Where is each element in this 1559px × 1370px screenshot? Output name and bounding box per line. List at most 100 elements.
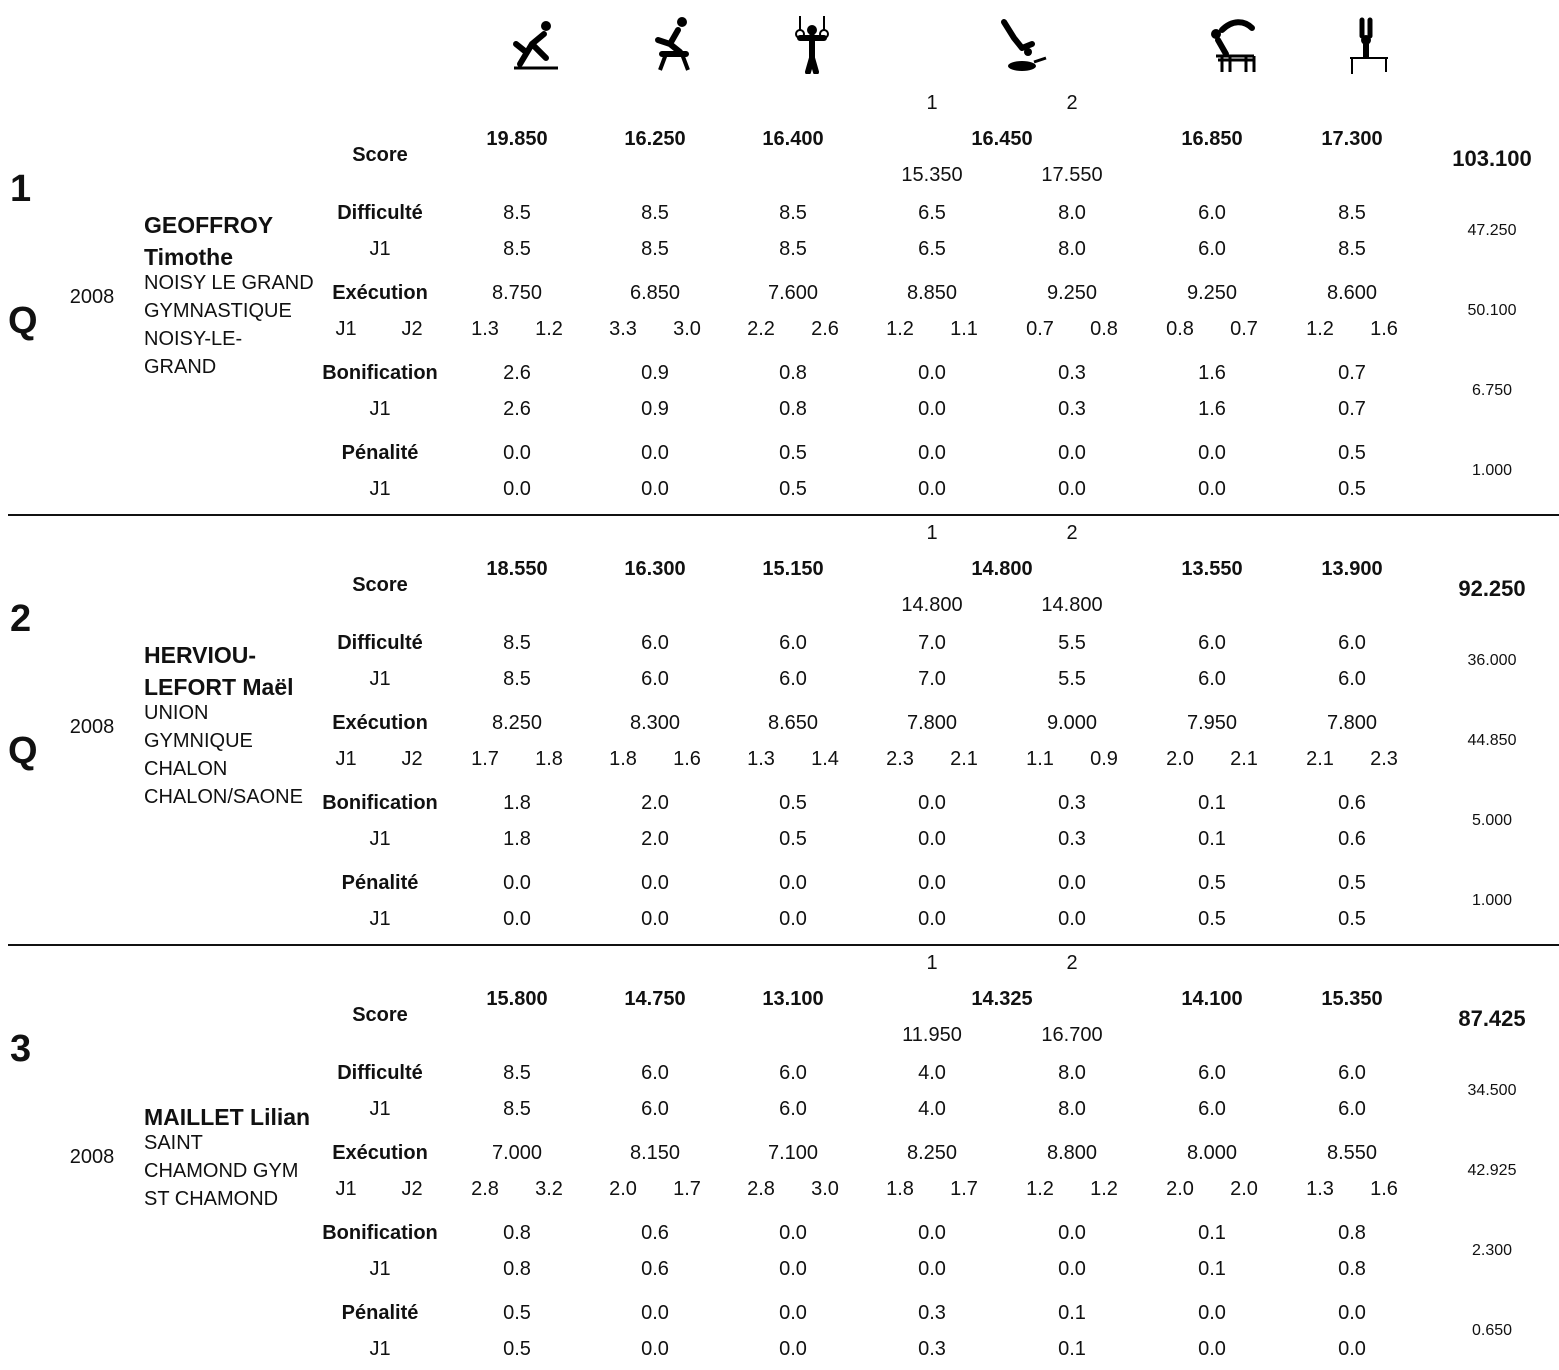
penalty-judge-value: 0.0 <box>641 478 669 500</box>
difficulty-judge-value: 6.0 <box>779 1098 807 1120</box>
bonus-value: 0.3 <box>1058 362 1086 384</box>
rank: 1 <box>10 168 32 210</box>
bonus-value: 1.8 <box>503 792 531 814</box>
execution-judge-value: 3.0 <box>811 1178 839 1200</box>
bonus-judge-value: 0.9 <box>641 398 669 420</box>
club-name: NOISY LE GRAND <box>144 272 314 294</box>
penalty-total: 0.650 <box>1471 1322 1513 1339</box>
execution-judge-value: 1.8 <box>609 748 637 770</box>
penalty-judge-value: 0.0 <box>779 1338 807 1360</box>
execution-judge-value: 2.3 <box>1370 748 1398 770</box>
execution-label: Exécution <box>332 1142 428 1164</box>
execution-value: 8.850 <box>906 282 958 304</box>
score-label: Score <box>352 574 408 596</box>
execution-label: Exécution <box>332 282 428 304</box>
vault-attempt-score: 11.950 <box>902 1024 962 1046</box>
penalty-judge-value: 0.0 <box>918 908 946 930</box>
penalty-judge-value: 0.3 <box>918 1338 946 1360</box>
apparatus-score: 13.900 <box>1321 558 1383 580</box>
apparatus-score: 17.300 <box>1321 128 1383 150</box>
vault-attempt-1-label: 1 <box>926 952 938 974</box>
athlete-name: Timothe <box>144 244 234 270</box>
penalty-value: 0.0 <box>779 872 807 894</box>
penalty-value: 0.5 <box>1198 872 1226 894</box>
execution-value: 7.600 <box>767 282 819 304</box>
execution-value: 8.550 <box>1326 1142 1378 1164</box>
penalty-label: Pénalité <box>341 872 419 894</box>
penalty-value: 0.0 <box>779 1302 807 1324</box>
difficulty-value: 6.5 <box>918 202 946 224</box>
bonus-judge-value: 0.0 <box>1058 1258 1086 1280</box>
judge-label: J1 <box>335 318 357 340</box>
difficulty-judge-value: 6.0 <box>1198 1098 1226 1120</box>
penalty-judge-value: 0.0 <box>779 908 807 930</box>
club-name: ST CHAMOND <box>144 1188 279 1210</box>
judge-label: J1 <box>369 908 391 930</box>
vault-attempt-score: 15.350 <box>901 164 963 186</box>
penalty-value: 0.0 <box>503 442 531 464</box>
vault-attempt-1-label: 1 <box>926 92 938 114</box>
execution-total: 42.925 <box>1467 1162 1517 1179</box>
difficulty-judge-value: 6.0 <box>641 1098 669 1120</box>
difficulty-value: 4.0 <box>918 1062 946 1084</box>
high-bar-icon <box>1340 14 1400 74</box>
execution-judge-value: 2.8 <box>747 1178 775 1200</box>
bonus-total: 2.300 <box>1471 1242 1513 1259</box>
penalty-value: 0.5 <box>1338 872 1366 894</box>
apparatus-score: 16.250 <box>624 128 686 150</box>
bonus-judge-value: 1.8 <box>503 828 531 850</box>
bonus-judge-value: 1.6 <box>1198 398 1226 420</box>
execution-judge-value: 1.3 <box>1306 1178 1334 1200</box>
execution-judge-value: 2.1 <box>1230 748 1258 770</box>
difficulty-judge-value: 8.5 <box>503 668 531 690</box>
difficulty-value: 8.5 <box>503 1062 531 1084</box>
apparatus-score: 15.800 <box>486 988 548 1010</box>
execution-value: 8.250 <box>491 712 543 734</box>
bonus-judge-value: 0.1 <box>1198 828 1226 850</box>
penalty-value: 0.1 <box>1058 1302 1086 1324</box>
penalty-value: 0.0 <box>641 872 669 894</box>
apparatus-score: 14.750 <box>624 988 686 1010</box>
vault-attempt-1-label: 1 <box>926 522 938 544</box>
penalty-value: 0.0 <box>503 872 531 894</box>
difficulty-judge-value: 6.0 <box>1198 668 1226 690</box>
execution-judge-value: 1.2 <box>1026 1178 1054 1200</box>
bonus-value: 0.0 <box>918 792 946 814</box>
club-name: UNION <box>144 702 209 724</box>
score-label: Score <box>352 1004 408 1026</box>
difficulty-judge-value: 6.0 <box>1338 1098 1366 1120</box>
execution-value: 7.000 <box>491 1142 543 1164</box>
bonus-value: 0.9 <box>641 362 669 384</box>
execution-judge-value: 1.2 <box>535 318 563 340</box>
difficulty-judge-value: 5.5 <box>1058 668 1086 690</box>
bonus-judge-value: 0.0 <box>918 1258 946 1280</box>
rings-icon <box>782 14 842 75</box>
apparatus-score: 13.100 <box>762 988 824 1010</box>
penalty-judge-value: 0.0 <box>1058 908 1086 930</box>
bonus-value: 1.6 <box>1198 362 1226 384</box>
bonus-value: 0.1 <box>1198 792 1226 814</box>
execution-judge-value: 3.0 <box>673 318 701 340</box>
penalty-judge-value: 0.5 <box>1338 478 1366 500</box>
execution-judge-value: 1.3 <box>471 318 499 340</box>
execution-judge-value: 2.2 <box>747 318 775 340</box>
bonus-judge-value: 0.3 <box>1058 828 1086 850</box>
penalty-label: Pénalité <box>341 1302 419 1324</box>
bonus-value: 0.0 <box>918 1222 946 1244</box>
apparatus-score: 13.550 <box>1181 558 1243 580</box>
difficulty-value: 8.5 <box>641 202 669 224</box>
club-name: CHAMOND GYM <box>144 1160 299 1182</box>
bonus-value: 0.8 <box>503 1222 531 1244</box>
bonus-total: 5.000 <box>1471 812 1513 829</box>
execution-value: 9.250 <box>1186 282 1238 304</box>
execution-value: 7.100 <box>767 1142 819 1164</box>
bonus-label: Bonification <box>322 1222 438 1244</box>
pommel-horse-icon <box>644 14 704 74</box>
judge-label: J1 <box>369 1338 391 1360</box>
vault-attempt-score: 17.550 <box>1041 164 1103 186</box>
difficulty-value: 8.5 <box>503 202 531 224</box>
club-name: GRAND <box>144 356 217 378</box>
bonus-value: 0.0 <box>918 362 946 384</box>
execution-value: 8.650 <box>767 712 819 734</box>
difficulty-judge-value: 8.5 <box>779 238 807 260</box>
